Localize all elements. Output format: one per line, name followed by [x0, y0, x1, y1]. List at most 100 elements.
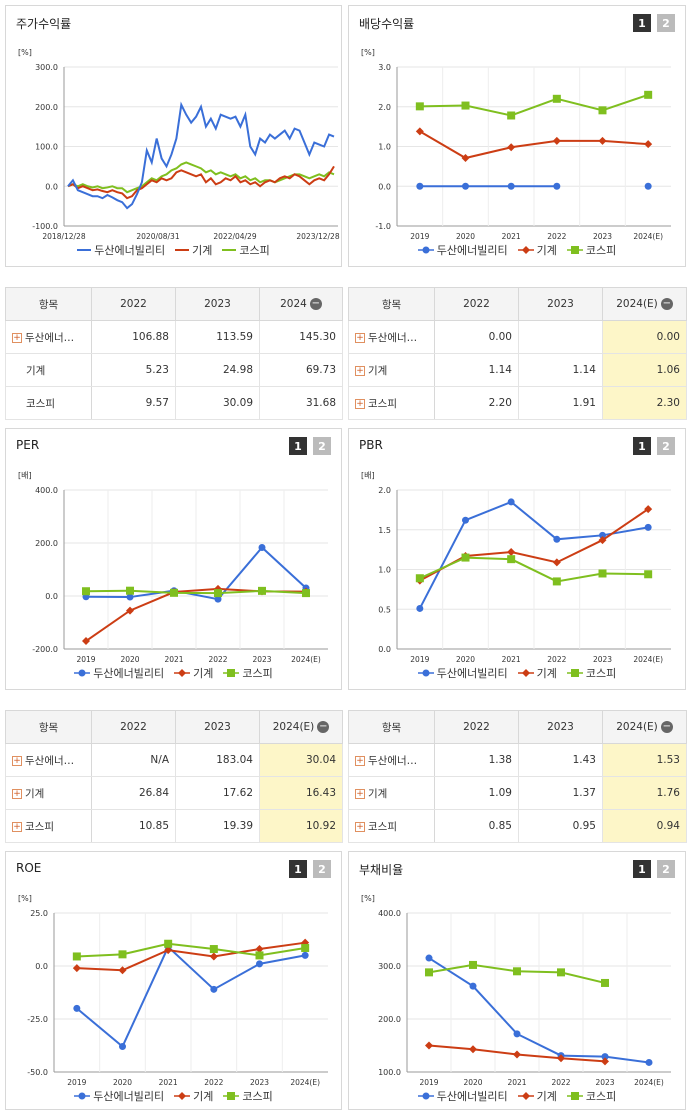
data-point: [301, 951, 309, 959]
y-tick-label: 1.5: [378, 526, 391, 535]
data-point: [507, 182, 515, 190]
data-point: [214, 595, 222, 603]
data-point: [644, 505, 653, 514]
toggle-2-button[interactable]: 2: [657, 860, 675, 878]
legend-swatch-icon: [175, 249, 190, 251]
table-cell: 1.43: [518, 743, 603, 777]
legend-item[interactable]: 코스피: [223, 665, 273, 681]
expand-plus-icon[interactable]: +: [355, 365, 365, 376]
collapse-minus-icon[interactable]: −: [660, 721, 673, 733]
x-tick-label: 2022: [547, 232, 566, 241]
legend-item[interactable]: 코스피: [223, 1088, 273, 1104]
legend-item[interactable]: 기계: [517, 665, 557, 681]
row-name[interactable]: + 두산에너…: [348, 743, 435, 777]
legend-item[interactable]: 두산에너빌리티: [74, 1088, 164, 1104]
legend-item[interactable]: 코스피: [566, 242, 616, 258]
toggle-1-button[interactable]: 1: [633, 437, 651, 455]
legend-item[interactable]: 기계: [517, 242, 557, 258]
debt-ratio-legend: 두산에너빌리티 기계 코스피: [349, 1088, 685, 1104]
data-point: [461, 101, 470, 110]
collapse-minus-icon[interactable]: −: [317, 721, 330, 733]
row-name[interactable]: 코스피: [5, 386, 92, 420]
collapse-minus-icon[interactable]: −: [309, 298, 322, 310]
x-tick-label: 2018/12/28: [42, 232, 85, 241]
toggle-1-button[interactable]: 1: [289, 860, 307, 878]
data-point: [599, 531, 606, 539]
toggle-2-button[interactable]: 2: [313, 437, 331, 455]
expand-plus-icon[interactable]: +: [355, 821, 365, 832]
row-name[interactable]: + 코스피: [348, 386, 435, 420]
column-header: 항목: [348, 710, 435, 744]
data-point: [164, 946, 173, 955]
toggle-2-button[interactable]: 2: [657, 14, 675, 32]
legend-item[interactable]: 두산에너빌리티: [417, 665, 508, 681]
row-name[interactable]: + 두산에너…: [348, 320, 435, 354]
toggle-1-button[interactable]: 1: [289, 437, 307, 455]
legend-swatch-icon: [77, 249, 92, 251]
pbr-chart: [배]2.0 1.5 1.0 0.5 0.0 2019 2020 2021 2022 2023 20…: [361, 471, 671, 664]
dividend-yield-chart: [%]3.0 2.0 1.0 0.0 -1.0 2019 2020 2021 2022 2023 2…: [361, 48, 671, 241]
row-name[interactable]: + 두산에너…: [5, 743, 92, 777]
toggle-2-button[interactable]: 2: [657, 437, 675, 455]
series-line: [76, 945, 306, 1049]
expand-plus-icon[interactable]: +: [12, 821, 22, 832]
y-tick-label: 0.0: [45, 182, 58, 191]
row-name[interactable]: 기계: [5, 353, 92, 387]
legend-label: 두산에너빌리티: [436, 244, 508, 257]
data-point: [170, 588, 178, 597]
column-header: 2024−: [259, 287, 343, 321]
legend-item[interactable]: 기계: [174, 665, 213, 681]
data-point: [461, 154, 470, 163]
toggle-1-button[interactable]: 1: [633, 14, 651, 32]
legend-item[interactable]: 두산에너빌리티: [417, 242, 508, 258]
legend-item[interactable]: 기계: [175, 242, 212, 258]
dividend-yield-table: 항목 2022 2023 2024(E) − + 두산에너… 0.00 0.00 + 기계 1.14 1…: [348, 287, 687, 420]
row-name[interactable]: + 코스피: [5, 809, 92, 843]
y-tick-label: 100.0: [35, 143, 58, 152]
expand-plus-icon[interactable]: +: [12, 788, 22, 799]
legend-item[interactable]: 기계: [517, 1088, 557, 1104]
column-header: 2022: [434, 287, 519, 321]
legend-item[interactable]: 코스피: [566, 665, 616, 681]
data-point: [552, 577, 561, 586]
toggle-1-button[interactable]: 1: [633, 860, 651, 878]
expand-plus-icon[interactable]: +: [355, 788, 365, 799]
legend-item[interactable]: 코스피: [222, 242, 270, 258]
row-name[interactable]: + 코스피: [348, 809, 435, 843]
y-tick-label: 300.0: [35, 63, 58, 72]
column-header: 항목: [5, 710, 92, 744]
row-name[interactable]: + 기계: [348, 776, 435, 810]
row-name[interactable]: + 기계: [5, 776, 92, 810]
x-tick-label: 2023/12/28: [296, 232, 339, 241]
legend-item[interactable]: 두산에너빌리티: [417, 1088, 508, 1104]
table-row: + 두산에너… 1.38 1.43 1.53: [348, 743, 687, 777]
column-header: 항목: [5, 287, 92, 321]
data-point: [644, 523, 652, 531]
legend-item[interactable]: 기계: [174, 1088, 213, 1104]
data-point: [415, 574, 424, 583]
legend-swatch-icon: [174, 669, 191, 677]
expand-plus-icon[interactable]: +: [12, 332, 22, 343]
y-tick-label: 200.0: [35, 103, 58, 112]
data-point: [415, 102, 424, 111]
row-name[interactable]: + 기계: [348, 353, 435, 387]
y-tick-label: -1.0: [375, 222, 391, 231]
expand-plus-icon[interactable]: +: [355, 755, 365, 766]
y-tick-label: 1.0: [378, 566, 391, 575]
legend-label: 기계: [536, 1090, 557, 1103]
expand-plus-icon[interactable]: +: [12, 755, 22, 766]
row-name[interactable]: + 두산에너…: [5, 320, 92, 354]
expand-plus-icon[interactable]: +: [355, 398, 365, 409]
x-tick-label: 2020: [120, 655, 139, 664]
collapse-minus-icon[interactable]: −: [660, 298, 673, 310]
legend-item[interactable]: 코스피: [566, 1088, 616, 1104]
legend-item[interactable]: 두산에너빌리티: [77, 242, 165, 258]
data-point: [255, 945, 264, 954]
per-title: PER: [16, 438, 40, 452]
y-tick-label: 3.0: [378, 63, 391, 72]
expand-plus-icon[interactable]: +: [355, 332, 365, 343]
legend-item[interactable]: 두산에너빌리티: [74, 665, 164, 681]
toggle-2-button[interactable]: 2: [313, 860, 331, 878]
table-cell: 106.88: [91, 320, 176, 354]
